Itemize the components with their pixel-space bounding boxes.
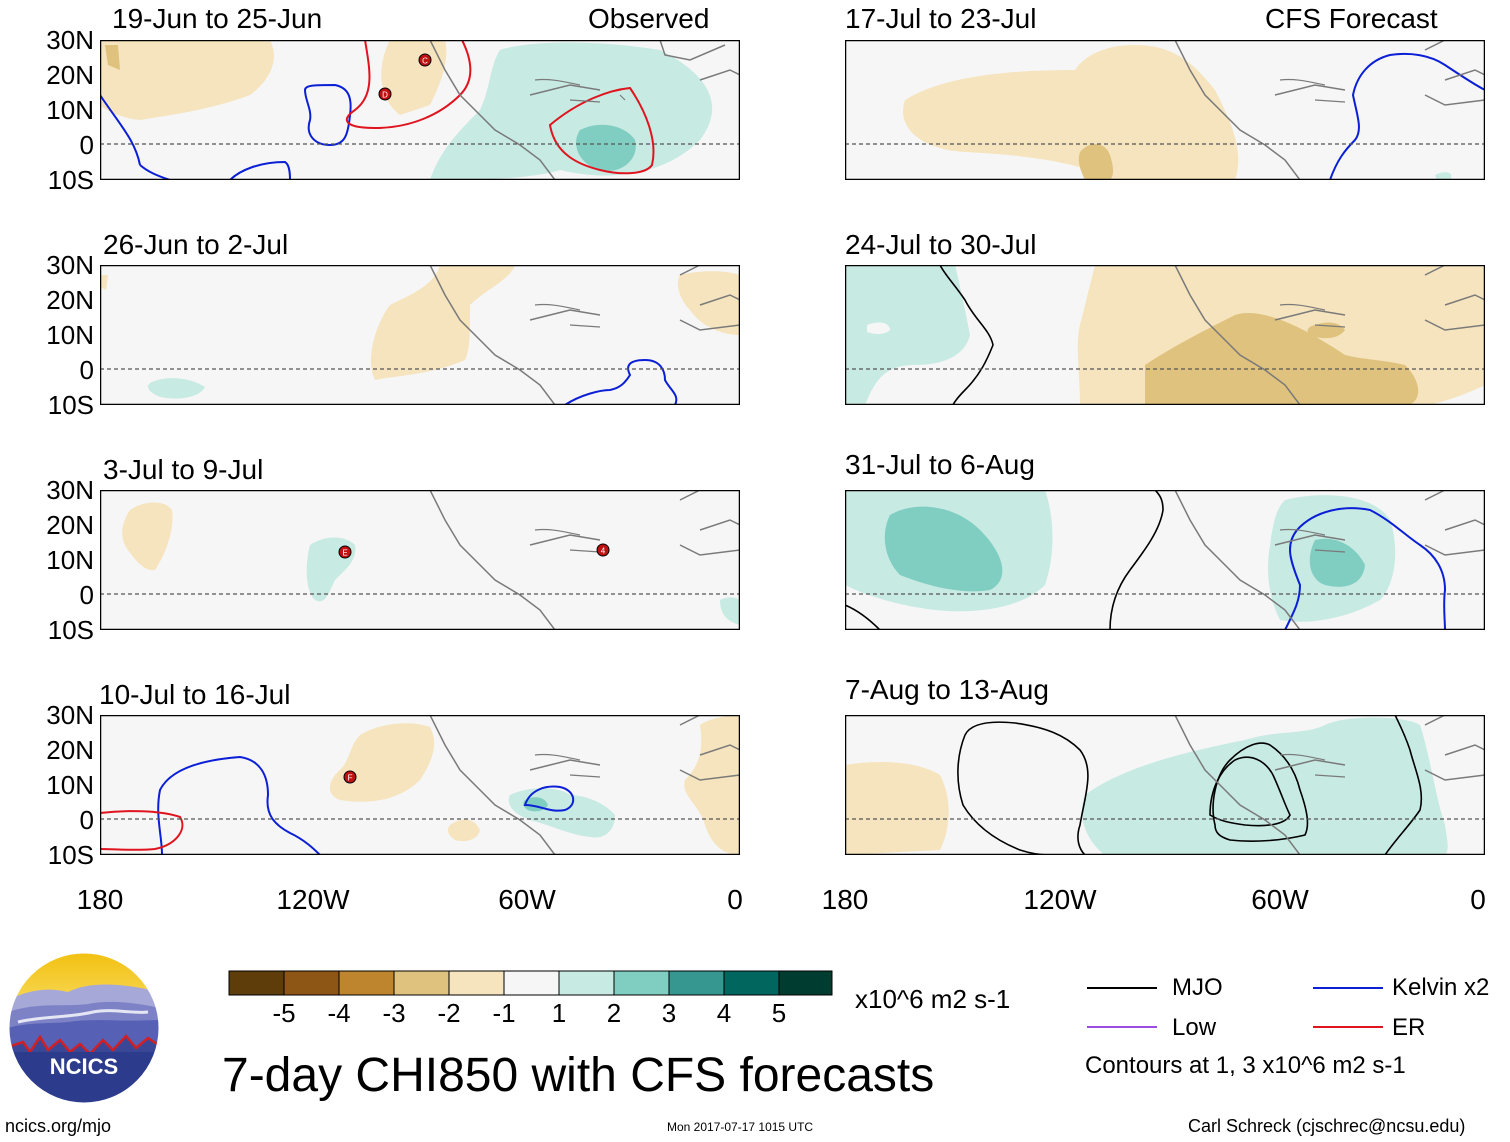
y-tick-label: 0 — [79, 355, 94, 385]
y-tick-label: 10N — [46, 545, 94, 575]
x-tick-label: 60W — [498, 884, 556, 915]
y-tick-label: 10S — [47, 840, 94, 870]
colorbar-tick: -3 — [382, 998, 406, 1028]
colorbar-swatch — [338, 970, 395, 996]
storm-marker: E — [338, 545, 352, 559]
map-panel-forecast-4 — [845, 715, 1485, 855]
y-tick-label: 20N — [46, 510, 94, 540]
storm-letter: F — [348, 774, 353, 783]
storm-letter: C — [422, 57, 428, 66]
colorbar-swatch — [393, 970, 450, 996]
y-tick-label: 0 — [79, 130, 94, 160]
column-header-observed: Observed — [588, 3, 710, 34]
storm-letter: 4 — [601, 547, 606, 556]
y-tick-label: 0 — [79, 805, 94, 835]
colorbar-tick: 4 — [716, 998, 732, 1028]
colorbar-swatch — [503, 970, 560, 996]
map-panel-observed-2 — [100, 265, 740, 405]
colorbar-swatch — [668, 970, 725, 996]
x-tick-label: 60W — [1251, 884, 1309, 915]
y-tick-label: 10N — [46, 320, 94, 350]
footer-author: Carl Schreck (cjschrec@ncsu.edu) — [1188, 1116, 1466, 1136]
colorbar-swatch — [448, 970, 505, 996]
units-label: x10^6 m2 s-1 — [855, 984, 1011, 1014]
map-panel-observed-3: E 4 — [100, 490, 740, 630]
storm-marker: D — [378, 87, 392, 101]
colorbar-tick: 1 — [551, 998, 567, 1028]
panel-title-r0: 17-Jul to 23-Jul — [845, 3, 1037, 34]
map-panel-observed-4: F — [100, 715, 740, 855]
y-tick-label: 10S — [47, 165, 94, 195]
legend-label-kelvin: Kelvin x2 — [1392, 974, 1490, 1001]
storm-marker: 4 — [596, 543, 610, 557]
panel-title-r1: 24-Jul to 30-Jul — [845, 229, 1037, 260]
colorbar-tick: 2 — [606, 998, 622, 1028]
x-tick-label: 180 — [76, 884, 124, 915]
footer-timestamp: Mon 2017-07-17 1015 UTC — [667, 1120, 814, 1134]
colorbar-swatch — [228, 970, 285, 996]
y-tick-label: 20N — [46, 60, 94, 90]
colorbar-swatch — [613, 970, 670, 996]
colorbar-swatch — [778, 970, 833, 996]
contour-note: Contours at 1, 3 x10^6 m2 s-1 — [1085, 1052, 1406, 1079]
panel-title-r2: 31-Jul to 6-Aug — [845, 449, 1035, 480]
legend: MJO Kelvin x2 Low ER Contours at 1, 3 x1… — [1085, 970, 1505, 1090]
footer-site: ncics.org/mjo — [5, 1116, 112, 1136]
y-tick-label: 10S — [47, 615, 94, 645]
y-tick-label: 30N — [46, 700, 94, 730]
map-panel-observed-1: C D — [100, 40, 740, 180]
column-header-cfs: CFS Forecast — [1265, 3, 1438, 34]
x-tick-label: 0 — [1470, 884, 1486, 915]
x-tick-label: 180 — [821, 884, 869, 915]
colorbar-tick: -2 — [437, 998, 461, 1028]
y-tick-label: 30N — [46, 25, 94, 55]
storm-letter: D — [382, 91, 388, 100]
panel-title-l3: 10-Jul to 16-Jul — [99, 679, 291, 710]
x-tick-label: 120W — [276, 884, 350, 915]
ncics-logo: NCICS — [8, 952, 160, 1104]
logo-text: NCICS — [50, 1054, 118, 1079]
legend-label-er: ER — [1392, 1014, 1426, 1041]
y-tick-label: 20N — [46, 735, 94, 765]
colorbar — [228, 970, 833, 996]
panel-title-l2: 3-Jul to 9-Jul — [103, 454, 264, 485]
colorbar-tick: -1 — [492, 998, 516, 1028]
storm-marker: F — [343, 770, 357, 784]
y-tick-label: 0 — [79, 580, 94, 610]
x-tick-label: 0 — [727, 884, 743, 915]
main-title: 7-day CHI850 with CFS forecasts — [222, 1049, 935, 1102]
x-tick-label: 120W — [1023, 884, 1097, 915]
y-tick-label: 20N — [46, 285, 94, 315]
colorbar-swatch — [723, 970, 780, 996]
panel-title-l1: 26-Jun to 2-Jul — [103, 229, 289, 260]
legend-label-low: Low — [1172, 1014, 1217, 1041]
map-panel-forecast-3 — [845, 490, 1485, 630]
colorbar-svg — [228, 970, 833, 996]
y-tick-label: 10N — [46, 770, 94, 800]
y-tick-label: 10N — [46, 95, 94, 125]
colorbar-tick: 3 — [661, 998, 677, 1028]
storm-marker: C — [418, 53, 432, 67]
colorbar-swatch — [558, 970, 615, 996]
panel-title-r3: 7-Aug to 13-Aug — [845, 674, 1049, 705]
y-tick-label: 30N — [46, 250, 94, 280]
y-tick-label: 30N — [46, 475, 94, 505]
colorbar-tick: -4 — [327, 998, 351, 1028]
colorbar-tick: -5 — [272, 998, 296, 1028]
map-panel-forecast-1 — [845, 40, 1485, 180]
colorbar-swatch — [283, 970, 340, 996]
storm-letter: E — [342, 549, 347, 558]
y-tick-label: 10S — [47, 390, 94, 420]
panel-title-l0: 19-Jun to 25-Jun — [112, 3, 323, 34]
map-panel-forecast-2 — [845, 265, 1485, 405]
legend-label-mjo: MJO — [1172, 974, 1223, 1001]
colorbar-tick: 5 — [771, 998, 787, 1028]
